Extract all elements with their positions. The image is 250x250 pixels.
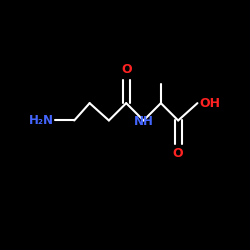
Text: O: O (173, 148, 184, 160)
Text: NH: NH (134, 115, 154, 128)
Text: O: O (121, 63, 132, 76)
Text: OH: OH (199, 97, 220, 110)
Text: H₂N: H₂N (29, 114, 54, 127)
